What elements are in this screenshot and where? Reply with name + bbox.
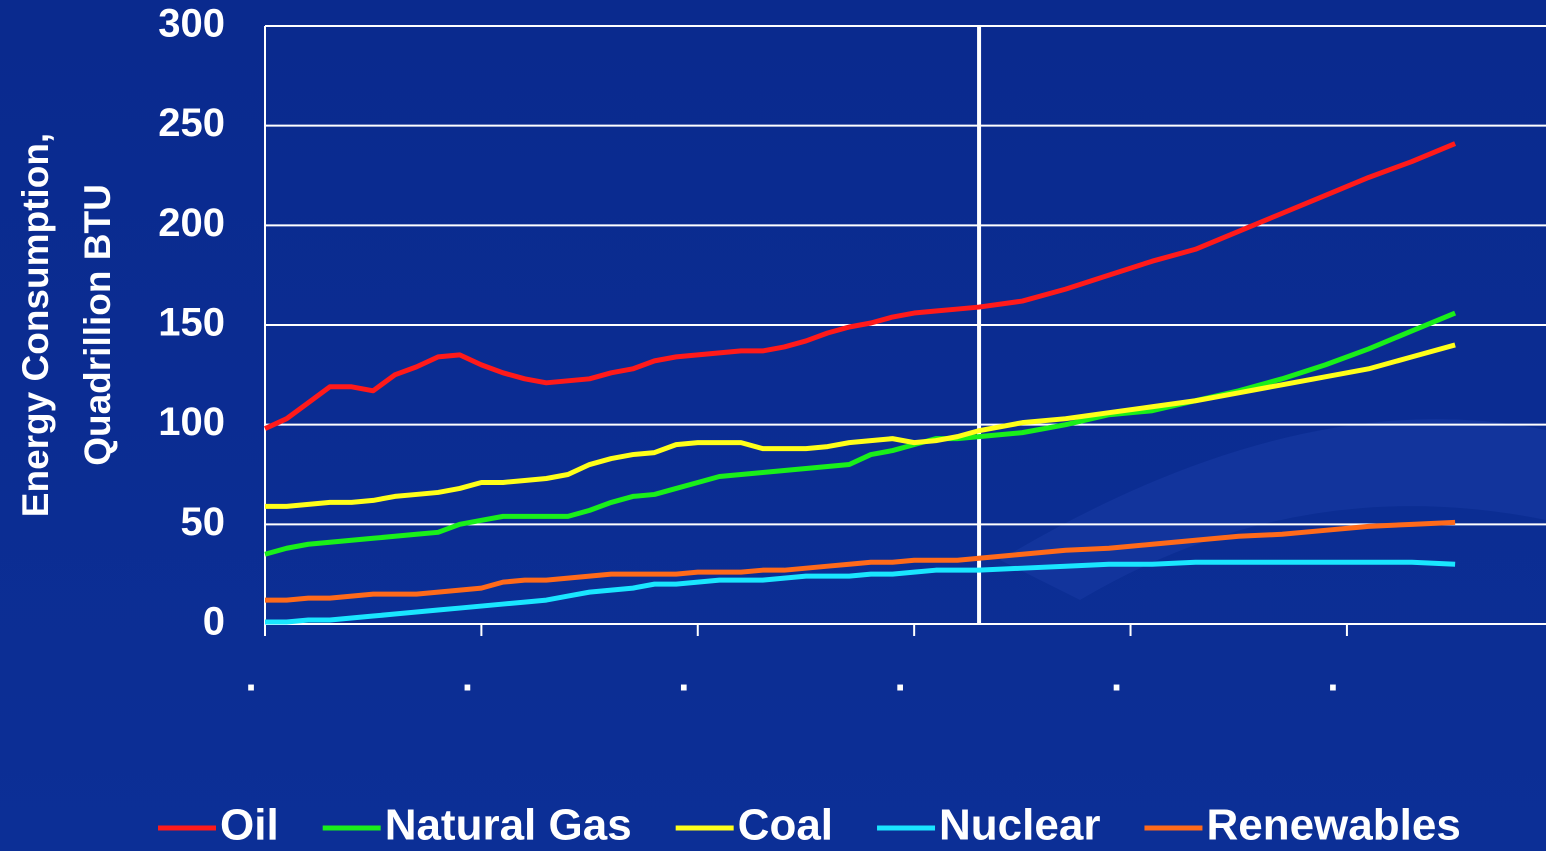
series-line — [264, 310, 1457, 557]
legend-label: Renewables — [1206, 801, 1460, 850]
y-axis-title-line: Energy Consumption, — [15, 133, 56, 517]
legend-label: Coal — [738, 801, 833, 850]
legend-label: Oil — [220, 801, 279, 850]
y-axis-title-line: Quadrillion BTU — [77, 184, 118, 466]
y-tick-label: 50 — [181, 500, 226, 544]
y-tick-label: 0 — [203, 600, 225, 644]
legend-label: Nuclear — [939, 801, 1100, 850]
legend-label: Natural Gas — [385, 801, 632, 850]
y-tick-label: 250 — [158, 101, 225, 145]
series-line — [265, 559, 1456, 625]
x-tick-label: . — [678, 656, 689, 700]
series-line — [265, 342, 1456, 509]
x-tick-label: . — [245, 656, 256, 700]
y-tick-label: 300 — [158, 2, 225, 46]
x-tick-label: . — [1111, 656, 1122, 700]
y-axis-title: Energy Consumption, Quadrillion BTU — [15, 133, 118, 517]
x-tick-label: . — [895, 656, 906, 700]
y-tick-label: 100 — [158, 400, 225, 444]
y-tick-label: 150 — [158, 301, 225, 345]
x-tick-label: . — [462, 656, 473, 700]
series-line — [265, 519, 1456, 603]
series-line — [263, 141, 1457, 431]
x-tick-label: . — [1327, 656, 1338, 700]
y-tick-label: 200 — [158, 201, 225, 245]
decoration — [1000, 419, 1546, 600]
